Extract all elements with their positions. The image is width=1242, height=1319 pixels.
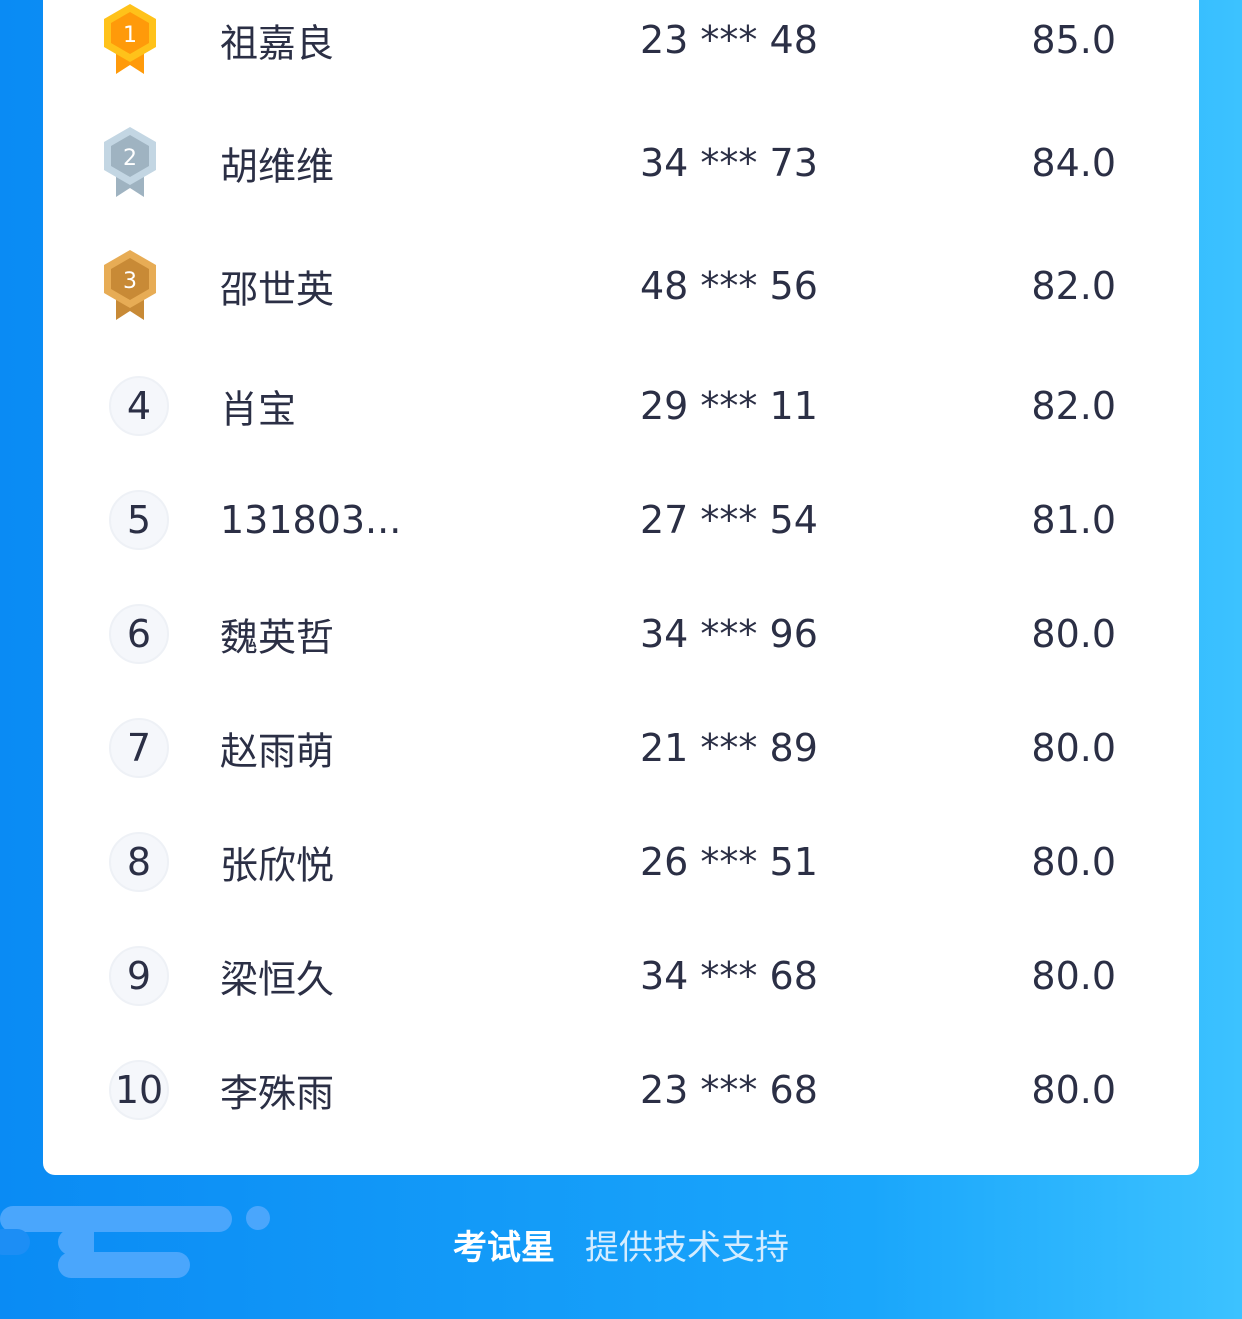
student-score: 85.0 xyxy=(1031,18,1116,62)
silver-medal-icon: 2 xyxy=(104,127,156,197)
student-id-masked: 26 *** 51 xyxy=(640,840,818,884)
ranking-row: 2 胡维维 34 *** 73 84.0 xyxy=(0,123,1242,203)
decoration-bar xyxy=(0,1206,232,1232)
ranking-row: 5 131803... 27 *** 54 81.0 xyxy=(0,480,1242,560)
student-id-masked: 34 *** 96 xyxy=(640,612,818,656)
ranking-row: 3 邵世英 48 *** 56 82.0 xyxy=(0,246,1242,326)
ranking-row: 9 梁恒久 34 *** 68 80.0 xyxy=(0,936,1242,1016)
student-score: 80.0 xyxy=(1031,840,1116,884)
student-id-masked: 21 *** 89 xyxy=(640,726,818,770)
ranking-row: 10 李殊雨 23 *** 68 80.0 xyxy=(0,1050,1242,1130)
rank-badge: 7 xyxy=(109,718,169,778)
student-score: 81.0 xyxy=(1031,498,1116,542)
student-score: 82.0 xyxy=(1031,384,1116,428)
student-name: 祖嘉良 xyxy=(220,21,335,66)
ranking-row: 1 祖嘉良 23 *** 48 85.0 xyxy=(0,0,1242,80)
student-name: 魏英哲 xyxy=(220,615,335,660)
student-score: 80.0 xyxy=(1031,1068,1116,1112)
medal-rank: 2 xyxy=(123,146,137,171)
rank-badge: 4 xyxy=(109,376,169,436)
student-id-masked: 23 *** 48 xyxy=(640,18,818,62)
student-name: 131803... xyxy=(220,498,402,542)
student-name: 梁恒久 xyxy=(220,957,335,1002)
rank-badge: 8 xyxy=(109,832,169,892)
student-score: 84.0 xyxy=(1031,141,1116,185)
student-name: 张欣悦 xyxy=(220,843,335,888)
bronze-medal-icon: 3 xyxy=(104,250,156,320)
student-id-masked: 34 *** 73 xyxy=(640,141,818,185)
student-id-masked: 48 *** 56 xyxy=(640,264,818,308)
ranking-row: 8 张欣悦 26 *** 51 80.0 xyxy=(0,822,1242,902)
rank-badge: 10 xyxy=(109,1060,169,1120)
decoration-bar xyxy=(58,1252,190,1278)
decoration-bar xyxy=(0,1229,30,1255)
footer: 考试星 提供技术支持 xyxy=(0,1220,1242,1269)
student-name: 胡维维 xyxy=(220,144,335,189)
student-id-masked: 23 *** 68 xyxy=(640,1068,818,1112)
ranking-card xyxy=(43,0,1199,1175)
student-name: 赵雨萌 xyxy=(220,729,335,774)
rank-badge: 6 xyxy=(109,604,169,664)
student-id-masked: 29 *** 11 xyxy=(640,384,818,428)
student-id-masked: 34 *** 68 xyxy=(640,954,818,998)
gold-medal-icon: 1 xyxy=(104,4,156,74)
student-id-masked: 27 *** 54 xyxy=(640,498,818,542)
footer-tagline: 提供技术支持 xyxy=(585,1228,789,1268)
decoration-bar xyxy=(58,1229,94,1255)
medal-rank: 3 xyxy=(123,269,137,294)
ranking-row: 4 肖宝 29 *** 11 82.0 xyxy=(0,366,1242,446)
student-name: 邵世英 xyxy=(220,267,335,312)
student-name: 肖宝 xyxy=(220,387,297,432)
student-score: 80.0 xyxy=(1031,954,1116,998)
student-score: 82.0 xyxy=(1031,264,1116,308)
rank-badge: 5 xyxy=(109,490,169,550)
footer-brand[interactable]: 考试星 xyxy=(453,1228,555,1268)
decoration-dot xyxy=(246,1206,270,1230)
rank-badge: 9 xyxy=(109,946,169,1006)
ranking-row: 7 赵雨萌 21 *** 89 80.0 xyxy=(0,708,1242,788)
student-score: 80.0 xyxy=(1031,612,1116,656)
student-score: 80.0 xyxy=(1031,726,1116,770)
student-name: 李殊雨 xyxy=(220,1071,335,1116)
medal-rank: 1 xyxy=(123,23,137,48)
ranking-row: 6 魏英哲 34 *** 96 80.0 xyxy=(0,594,1242,674)
